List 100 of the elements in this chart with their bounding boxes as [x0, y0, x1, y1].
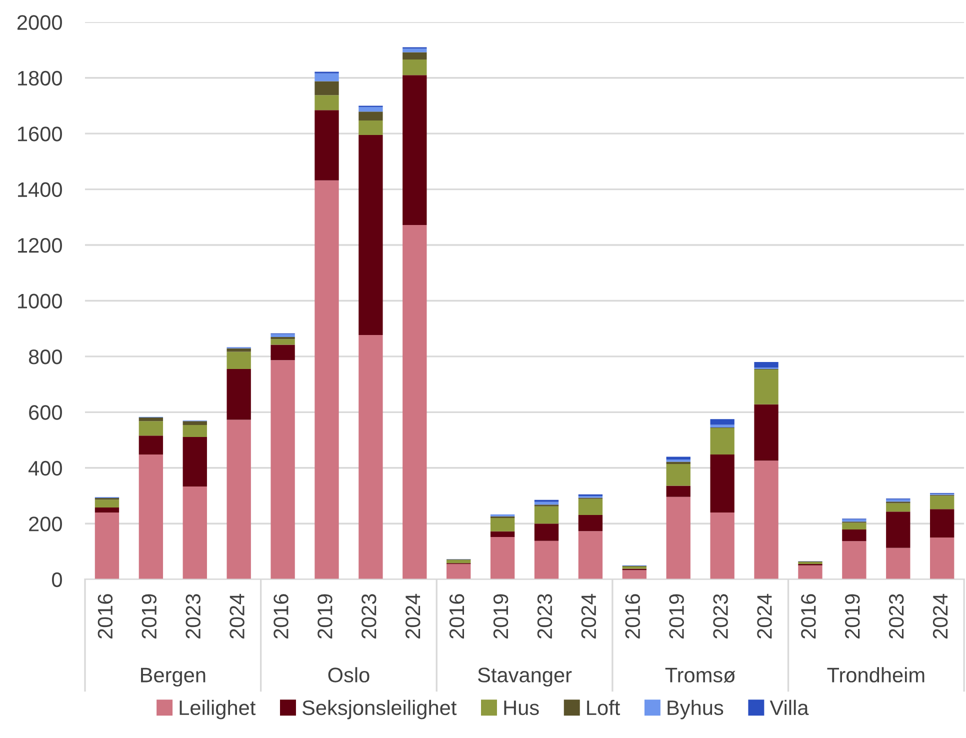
bar — [226, 368, 251, 420]
bar — [754, 362, 778, 368]
bar — [358, 112, 383, 120]
bar — [710, 419, 734, 425]
bar — [402, 48, 427, 52]
bar — [886, 548, 910, 580]
legend-label: Loft — [587, 700, 620, 716]
bar — [534, 506, 559, 524]
x-tick-label: 2024 — [932, 594, 948, 639]
bar — [402, 75, 427, 225]
bar — [886, 512, 910, 548]
bar — [138, 417, 164, 422]
y-tick-label: 1200 — [18, 238, 62, 253]
bar — [534, 524, 559, 541]
bar — [402, 224, 427, 580]
bar — [886, 503, 910, 512]
x-tick-label: 2019 — [845, 594, 860, 639]
y-tick-label: 2000 — [17, 15, 62, 30]
bar — [842, 522, 866, 530]
text: Tromsø — [665, 668, 736, 683]
bar — [94, 500, 120, 508]
x-tick-label: 2016 — [449, 594, 464, 639]
bar — [270, 334, 295, 337]
bar — [314, 73, 339, 82]
x-tick-label: 2019 — [669, 594, 684, 639]
y-tick-label: 1600 — [18, 126, 62, 142]
bar — [578, 498, 603, 515]
x-tick-label: 2016 — [625, 594, 640, 639]
bar — [94, 507, 120, 512]
bar — [490, 536, 515, 580]
bar — [182, 436, 207, 487]
text: Oslo — [328, 667, 370, 682]
bar — [710, 424, 734, 428]
x-tick-label: 2016 — [274, 594, 288, 639]
bar — [842, 541, 866, 580]
x-tick-label: 2019 — [142, 594, 157, 639]
bar — [666, 486, 690, 497]
bar — [446, 564, 471, 580]
text: Stavanger — [478, 668, 572, 687]
x-tick-label: 2024 — [405, 594, 420, 639]
x-tick-label: 2019 — [493, 594, 508, 639]
bar — [798, 565, 822, 580]
y-tick-label: 1800 — [18, 70, 62, 86]
x-tick-label: 2016 — [98, 594, 113, 639]
bar — [578, 514, 603, 532]
bar — [358, 335, 383, 580]
bar — [270, 339, 295, 345]
bar — [930, 496, 954, 510]
y-tick-label: 1400 — [18, 182, 62, 198]
bar — [842, 519, 866, 522]
x-tick-label: 2023 — [186, 594, 200, 639]
bar — [710, 454, 734, 512]
bar — [314, 95, 339, 110]
text: Bergen — [141, 668, 206, 687]
y-tick-label: 200 — [29, 516, 62, 532]
bar — [534, 540, 559, 580]
bar — [182, 421, 207, 425]
bar — [138, 454, 164, 580]
bar — [182, 486, 207, 580]
bar — [710, 512, 734, 580]
bar — [754, 370, 778, 404]
y-tick-label: 600 — [29, 405, 62, 420]
x-tick-label: 2023 — [537, 594, 552, 639]
bar — [358, 134, 383, 335]
x-tick-label: 2023 — [713, 594, 728, 639]
bar — [270, 344, 295, 360]
bar — [402, 59, 427, 76]
y-tick-label: 800 — [28, 349, 62, 364]
x-tick-label: 2024 — [581, 594, 596, 639]
bar — [182, 424, 207, 437]
bar — [930, 509, 954, 538]
legend-label: Leilighet — [180, 700, 256, 720]
bar — [314, 110, 339, 180]
x-tick-label: 2024 — [757, 594, 772, 639]
x-tick-label: 2023 — [362, 594, 376, 639]
bar — [226, 420, 251, 580]
bar — [138, 421, 164, 436]
bar — [622, 570, 647, 580]
bar — [358, 107, 383, 112]
bar — [314, 180, 339, 580]
legend-label: Byhus — [668, 700, 724, 720]
x-tick-label: 2016 — [801, 594, 816, 639]
text: Trondheim — [827, 667, 924, 682]
x-tick-label: 2019 — [318, 594, 332, 639]
bar — [270, 336, 295, 340]
y-tick-label: 0 — [52, 572, 62, 588]
legend-label: Hus — [504, 700, 539, 716]
bar — [314, 81, 339, 96]
y-tick-label: 400 — [28, 460, 62, 476]
bar — [666, 456, 690, 460]
y-tick-label: 1000 — [18, 294, 62, 308]
bar — [94, 512, 120, 580]
bar — [226, 352, 251, 369]
legend-label: Villa — [770, 700, 809, 716]
bar — [138, 436, 164, 455]
bar — [842, 529, 866, 542]
bar — [666, 464, 690, 486]
bar — [270, 360, 295, 580]
x-tick-label: 2023 — [888, 594, 904, 639]
bar — [754, 404, 778, 461]
